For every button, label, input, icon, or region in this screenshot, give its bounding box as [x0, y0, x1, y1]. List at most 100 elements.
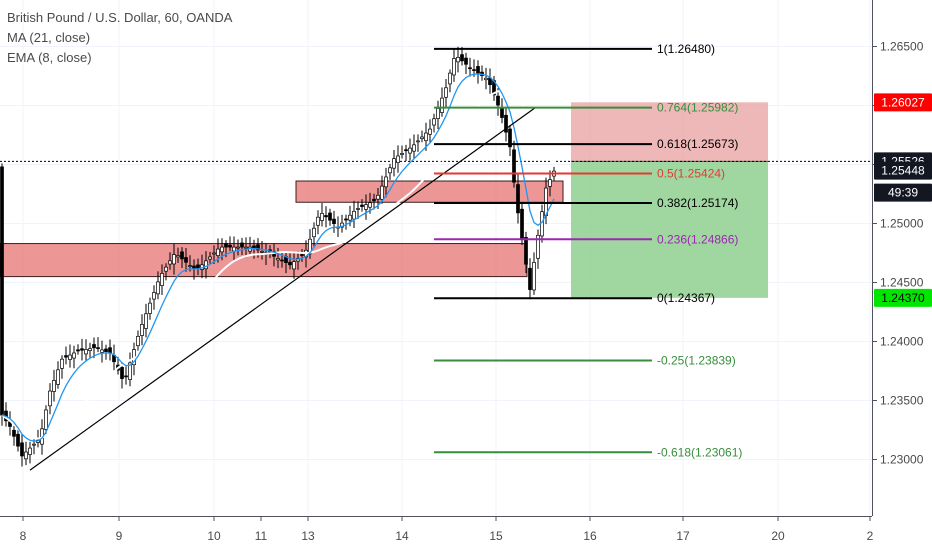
time-tick-label: 16 — [583, 529, 597, 543]
candle — [180, 247, 184, 268]
resistance-zone — [295, 180, 564, 203]
fib-level: 0.236(1.24866) — [434, 232, 738, 246]
candle — [244, 237, 248, 258]
candle — [56, 361, 60, 389]
ema-8-line — [1, 73, 555, 442]
candle — [364, 194, 368, 220]
candle — [452, 49, 456, 82]
stop-loss-area — [571, 102, 768, 162]
candle — [92, 337, 96, 359]
time-tick-label: 10 — [207, 529, 221, 543]
fibonacci-retracement[interactable]: 1(1.26480) 0.764(1.25982) 0.618(1.25673) 0.… — [434, 42, 742, 459]
candle — [24, 441, 28, 466]
candle — [512, 140, 516, 188]
time-tick-label: 2 — [867, 529, 874, 543]
fib-level-label: 1(1.26480) — [657, 42, 715, 56]
fib-level-label: 0(1.24367) — [657, 291, 715, 305]
price-tick-label: 1.23500 — [880, 394, 924, 408]
candle — [12, 422, 16, 446]
candle — [76, 344, 80, 355]
drawings — [29, 107, 536, 471]
time-tick-label: 17 — [676, 529, 690, 543]
fib-level-label: -0.25(1.23839) — [657, 353, 736, 367]
candle — [352, 200, 356, 229]
price-tick-label: 1.24000 — [880, 335, 924, 349]
candle — [444, 79, 448, 108]
fib-level-label: 0.764(1.25982) — [657, 101, 738, 115]
candle — [436, 100, 440, 129]
candle — [388, 163, 392, 180]
short-position-tool[interactable] — [0, 102, 872, 298]
candle — [328, 208, 332, 226]
candle — [456, 46, 460, 73]
candle — [236, 239, 240, 256]
indicator-ema[interactable]: EMA (8, close) — [7, 50, 92, 65]
candle — [28, 441, 32, 464]
price-axis[interactable]: 1.265001.260001.255001.250001.245001.240… — [872, 0, 932, 550]
candle — [320, 202, 324, 227]
candle — [360, 199, 364, 212]
price-badge-label: 1.25448 — [881, 164, 925, 178]
candle — [164, 263, 168, 281]
price-badge: 1.24370 — [874, 288, 932, 307]
candle — [124, 366, 128, 385]
fib-level: 0.764(1.25982) — [434, 101, 738, 115]
fib-level-label: -0.618(1.23061) — [657, 445, 742, 459]
candle — [212, 245, 216, 264]
candle — [280, 251, 284, 268]
ma-21-line — [1, 88, 555, 440]
candle — [16, 429, 20, 452]
candle — [292, 251, 296, 279]
candle — [100, 340, 104, 363]
candle — [316, 210, 320, 235]
indicator-ma[interactable]: MA (21, close) — [7, 30, 91, 45]
candle — [396, 145, 400, 173]
resistance-zone — [0, 243, 528, 278]
candle — [88, 342, 92, 359]
candle — [208, 251, 212, 264]
time-tick-label: 13 — [301, 529, 315, 543]
candle — [184, 247, 188, 272]
candle — [468, 57, 472, 77]
candle — [384, 167, 388, 198]
chart-title: British Pound / U.S. Dollar, 60, OANDA — [7, 10, 233, 25]
candle — [48, 383, 52, 415]
time-tick-label: 15 — [489, 529, 503, 543]
fib-level-label: 0.236(1.24866) — [657, 232, 738, 246]
candle — [308, 229, 312, 259]
candle — [464, 52, 468, 75]
price-badge-label: 49:39 — [888, 186, 918, 200]
price-tick-label: 1.26500 — [880, 40, 924, 54]
candle — [300, 248, 304, 262]
fib-level: 0(1.24367) — [434, 291, 715, 305]
time-tick-label: 9 — [116, 529, 123, 543]
price-tick-label: 1.25000 — [880, 217, 924, 231]
candle — [432, 113, 436, 133]
candle — [240, 237, 244, 256]
fib-level-label: 0.5(1.25424) — [657, 166, 725, 180]
candle — [440, 87, 444, 117]
time-tick-label: 20 — [771, 529, 785, 543]
candle — [516, 174, 520, 224]
candle — [332, 210, 336, 233]
candle — [288, 253, 292, 270]
time-tick-label: 8 — [20, 529, 27, 543]
candle — [260, 240, 264, 260]
candle — [536, 229, 540, 269]
candle — [324, 206, 328, 228]
price-tick-label: 1.24500 — [880, 276, 924, 290]
price-badge: 1.25448 — [874, 161, 932, 180]
candle — [108, 339, 112, 361]
candle — [72, 345, 76, 369]
candle — [84, 339, 88, 362]
candle — [480, 65, 484, 81]
candle — [4, 402, 8, 427]
candle — [136, 330, 140, 351]
candle — [344, 214, 348, 230]
time-axis[interactable]: 8 9 10 11 13 14 15 16 17 20 2 — [0, 516, 874, 543]
candle — [0, 163, 4, 426]
moving-averages — [1, 73, 555, 442]
price-badge-label: 1.26027 — [881, 95, 925, 109]
